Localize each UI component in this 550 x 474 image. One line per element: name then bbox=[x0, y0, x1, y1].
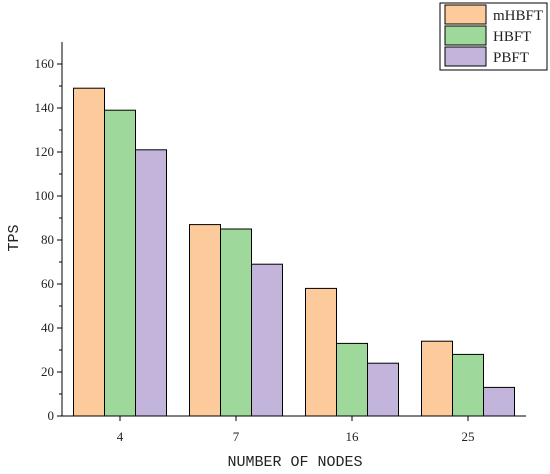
y-tick-label: 80 bbox=[41, 232, 54, 247]
bar-hbft-7 bbox=[220, 228, 252, 417]
bars-group bbox=[73, 87, 515, 417]
y-tick-label: 160 bbox=[35, 56, 55, 71]
legend-swatch-mhbft bbox=[444, 4, 487, 25]
legend-swatch-pbft bbox=[444, 46, 487, 67]
y-tick-label: 120 bbox=[35, 144, 55, 159]
legend-label-hbft: HBFT bbox=[493, 29, 531, 45]
bar-mhbft-16 bbox=[305, 287, 337, 417]
bar-pbft-16 bbox=[367, 362, 399, 417]
y-tick-label: 140 bbox=[35, 100, 55, 115]
legend-label-mhbft: mHBFT bbox=[493, 8, 543, 24]
y-axis-ticks: 0 20 40 60 80 100 120 140 160 bbox=[35, 56, 62, 423]
bar-mhbft-7 bbox=[189, 224, 221, 417]
bar-hbft-4 bbox=[104, 109, 136, 417]
bar-mhbft-25 bbox=[421, 340, 453, 417]
x-tick-label: 16 bbox=[346, 429, 360, 444]
legend: mHBFT HBFT PBFT bbox=[439, 2, 548, 71]
x-tick-label: 7 bbox=[233, 429, 240, 444]
bar-hbft-16 bbox=[336, 342, 368, 417]
y-tick-label: 60 bbox=[41, 276, 54, 291]
bar-pbft-4 bbox=[135, 149, 167, 417]
x-tick-label: 4 bbox=[117, 429, 124, 444]
bar-pbft-25 bbox=[483, 386, 515, 417]
x-axis-label: NUMBER OF NODES bbox=[227, 454, 362, 471]
y-axis-label: TPS bbox=[6, 224, 23, 251]
y-tick-label: 100 bbox=[35, 188, 55, 203]
legend-label-pbft: PBFT bbox=[493, 50, 529, 66]
y-tick-label: 20 bbox=[41, 364, 54, 379]
bar-pbft-7 bbox=[251, 263, 283, 417]
bar-mhbft-4 bbox=[73, 87, 105, 417]
y-tick-label: 0 bbox=[48, 408, 55, 423]
x-axis-ticks: 4 7 16 25 bbox=[117, 416, 475, 444]
x-tick-label: 25 bbox=[462, 429, 475, 444]
y-tick-label: 40 bbox=[41, 320, 54, 335]
bar-hbft-25 bbox=[452, 353, 484, 417]
legend-swatch-hbft bbox=[444, 25, 487, 46]
